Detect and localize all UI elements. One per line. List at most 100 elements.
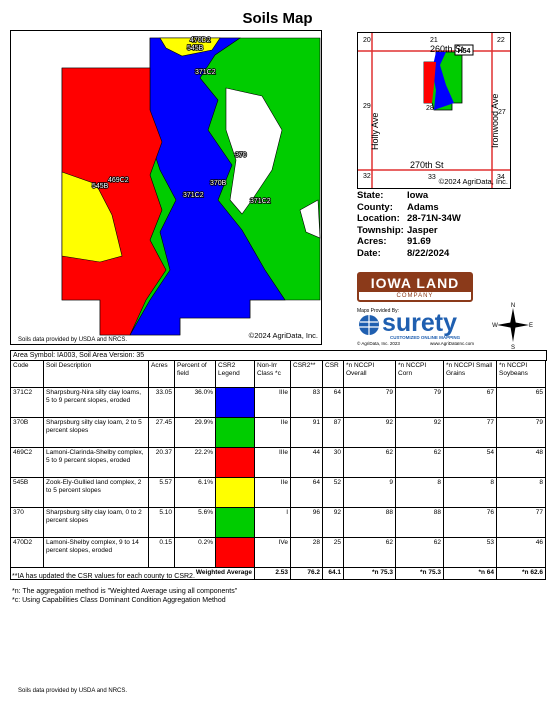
inset-copyright: ©2024 AgriData, Inc.: [439, 177, 508, 186]
weighted-value: 64.1: [322, 567, 344, 580]
brand-copyright: © AgriData, Inc. 2023: [357, 341, 400, 346]
cell: 53: [443, 537, 497, 568]
cell: 83: [290, 387, 323, 418]
cell: 30: [322, 447, 344, 478]
cell: 87: [322, 417, 344, 448]
soil-label: 545B: [92, 183, 109, 190]
info-value: 91.69: [407, 236, 431, 247]
cell: 92: [322, 507, 344, 538]
soil-area: [225, 87, 283, 215]
cell: 470D2: [10, 537, 44, 568]
soil-row: 370 Sharpsburg silty clay loam, 0 to 2 pe…: [10, 507, 546, 538]
cell: 46: [496, 537, 546, 568]
section-number: 20: [363, 37, 371, 44]
info-label: Acres:: [357, 236, 387, 247]
header-cell: CSR: [322, 360, 344, 388]
legend-cell: [215, 507, 255, 538]
cell: IIe: [254, 477, 291, 508]
footer: Soils data provided by USDA and NRCS.: [18, 688, 128, 694]
location-info: State: Iowa County: Adams Location: 28-71N-34…: [357, 190, 507, 259]
cell: 27.45: [148, 417, 175, 448]
cell: 370B: [10, 417, 44, 448]
cell: 25: [322, 537, 344, 568]
info-label: County:: [357, 201, 393, 213]
section-number: 29: [363, 103, 371, 110]
notes: **IA has updated the CSR values for each…: [12, 572, 237, 605]
cell: Lamoni-Clarinda-Shelby complex, 5 to 9 p…: [43, 447, 149, 478]
inset-field: [432, 52, 454, 110]
cell: 79: [496, 417, 546, 448]
soil-map: 470D2545B371C2370469C2545B371C2370B371C2…: [10, 30, 322, 345]
soil-label: 545B: [187, 45, 204, 52]
cell: 77: [443, 417, 497, 448]
cell: I: [254, 507, 291, 538]
company-name: IOWA LAND: [359, 274, 471, 292]
compass-label: S: [511, 345, 515, 350]
cell: 28: [290, 537, 323, 568]
cell: 22.2%: [174, 447, 216, 478]
weighted-value: *n 62.6: [496, 567, 546, 580]
cell: 91: [290, 417, 323, 448]
header-cell: Code: [10, 360, 44, 388]
info-row: Date: 8/22/2024: [357, 248, 507, 260]
highway-shield: [454, 44, 474, 56]
soil-label: 370B: [210, 180, 227, 187]
road-label: 270th St: [410, 160, 444, 170]
cell: 77: [496, 507, 546, 538]
weighted-value: *n 75.3: [395, 567, 444, 580]
cell: 33.05: [148, 387, 175, 418]
header-cell: CSR2**: [290, 360, 323, 388]
compass-label: N: [511, 303, 515, 309]
cell: 62: [395, 537, 444, 568]
header-row: Code Soil Description Acres Percent of fiel…: [10, 360, 546, 388]
cell: 8: [443, 477, 497, 508]
page-title: Soils Map: [242, 10, 313, 27]
inset-map: H54 260th St 270th St Holly Ave Ironwood…: [357, 32, 511, 189]
info-row: County: Adams: [357, 202, 507, 214]
company-sub: COMPANY: [396, 293, 434, 299]
cell: Lamoni-Shelby complex, 9 to 14 percent s…: [43, 537, 149, 568]
road-label: Ironwood Ave: [490, 94, 500, 148]
cell: 469C2: [10, 447, 44, 478]
info-value: Jasper: [407, 224, 438, 236]
cell: 92: [395, 417, 444, 448]
legend-cell: [215, 537, 255, 568]
cell: 92: [343, 417, 396, 448]
section-number: 28: [426, 105, 434, 112]
soil-label: 470D2: [190, 37, 211, 44]
soil-label: 370: [235, 152, 247, 159]
cell: Zook-Ely-Gullied land complex, 2 to 5 pe…: [43, 477, 149, 508]
cell: 545B: [10, 477, 44, 508]
cell: 62: [395, 447, 444, 478]
cell: 62: [343, 447, 396, 478]
cell: 5.57: [148, 477, 175, 508]
section-number: 33: [428, 174, 436, 181]
cell: Sharpsburg silty clay loam, 0 to 2 perce…: [43, 507, 149, 538]
weighted-value: 76.2: [290, 567, 323, 580]
info-value: Adams: [407, 201, 439, 213]
cell: 54: [443, 447, 497, 478]
cell: 6.1%: [174, 477, 216, 508]
cell: 8: [395, 477, 444, 508]
cell: 79: [343, 387, 396, 418]
brand-url: www.AgriDataInc.com: [430, 341, 475, 346]
soil-area: [61, 171, 123, 263]
cell: 65: [496, 387, 546, 418]
soil-row: 469C2 Lamoni-Clarinda-Shelby complex, 5 t…: [10, 447, 546, 478]
header-cell: *n NCCPI Overall: [343, 360, 396, 388]
cell: 62: [343, 537, 396, 568]
highway-label: H54: [458, 48, 471, 55]
cell: 88: [395, 507, 444, 538]
soil-row: 470D2 Lamoni-Shelby complex, 9 to 14 perc…: [10, 537, 546, 568]
legend-cell: [215, 477, 255, 508]
weighted-label: Weighted Average: [10, 567, 255, 580]
info-value: 28-71N-34W: [407, 213, 461, 224]
cell: IVe: [254, 537, 291, 568]
info-row: Location: 28-71N-34W: [357, 213, 507, 225]
road-label: Holly Ave: [370, 113, 380, 150]
section-number: 32: [363, 173, 371, 180]
info-row: Township: Jasper: [357, 225, 507, 237]
cell: 67: [443, 387, 497, 418]
soil-row: 370B Sharpsburg silty clay loam, 2 to 5 p…: [10, 417, 546, 448]
